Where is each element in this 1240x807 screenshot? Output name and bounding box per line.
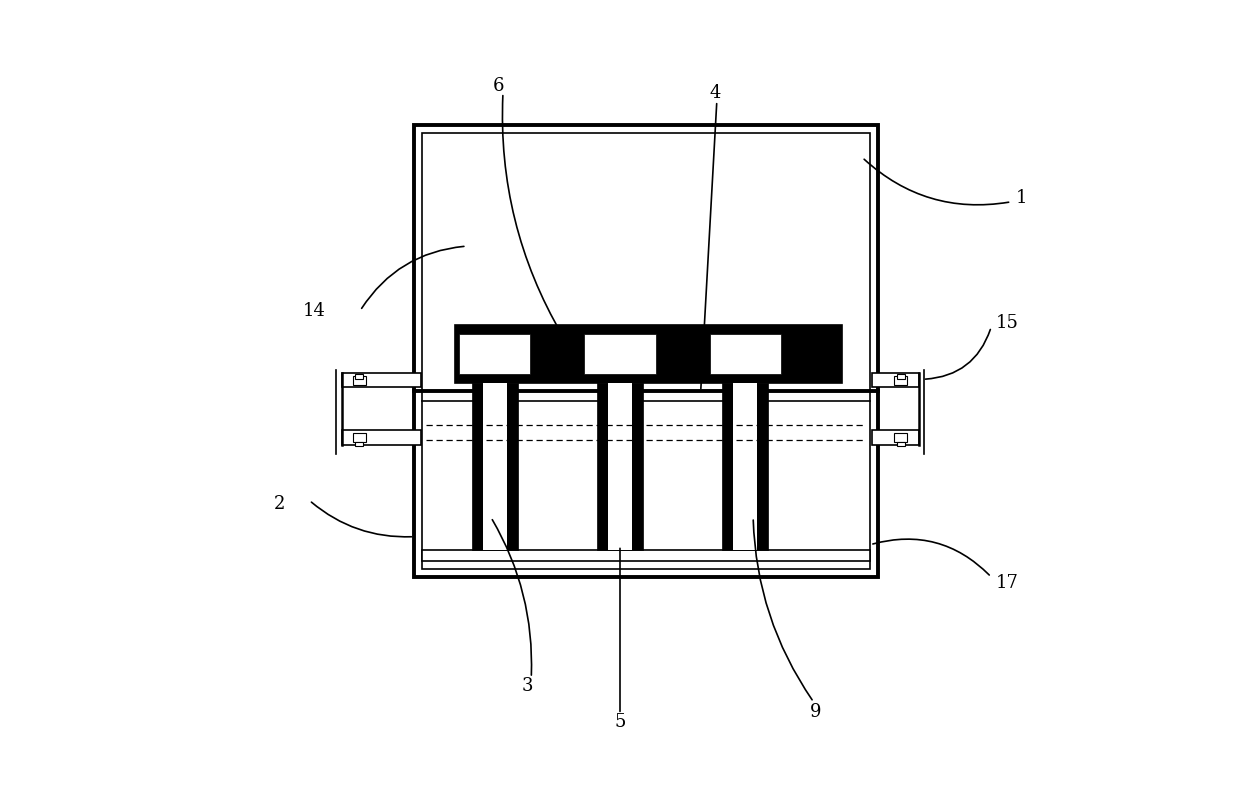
Bar — [423, 133, 870, 569]
Bar — [353, 433, 366, 442]
Text: 1: 1 — [1016, 189, 1027, 207]
Bar — [414, 125, 878, 577]
Bar — [897, 374, 905, 378]
Bar — [471, 383, 518, 550]
Bar — [584, 334, 656, 374]
Text: 5: 5 — [614, 713, 626, 731]
Bar — [356, 374, 363, 378]
Bar — [872, 430, 919, 445]
Bar — [341, 430, 420, 445]
Text: 14: 14 — [303, 302, 325, 320]
Bar — [894, 433, 908, 442]
Bar — [897, 442, 905, 446]
Bar — [894, 375, 908, 385]
Text: 3: 3 — [522, 677, 533, 695]
Bar — [341, 373, 420, 387]
Bar — [608, 383, 632, 550]
Bar — [709, 334, 781, 374]
Bar — [482, 383, 507, 550]
Text: 9: 9 — [810, 703, 821, 721]
Bar — [353, 375, 366, 385]
Bar — [459, 334, 531, 374]
Bar — [455, 325, 842, 383]
Bar — [596, 383, 644, 550]
Bar — [423, 550, 870, 561]
Bar — [356, 442, 363, 446]
Text: 15: 15 — [996, 314, 1018, 332]
Text: 17: 17 — [996, 574, 1018, 592]
Bar — [872, 373, 919, 387]
Text: 4: 4 — [709, 84, 720, 102]
Text: 2: 2 — [274, 495, 285, 513]
Bar — [733, 383, 758, 550]
Text: 6: 6 — [494, 77, 505, 95]
Bar — [722, 383, 769, 550]
